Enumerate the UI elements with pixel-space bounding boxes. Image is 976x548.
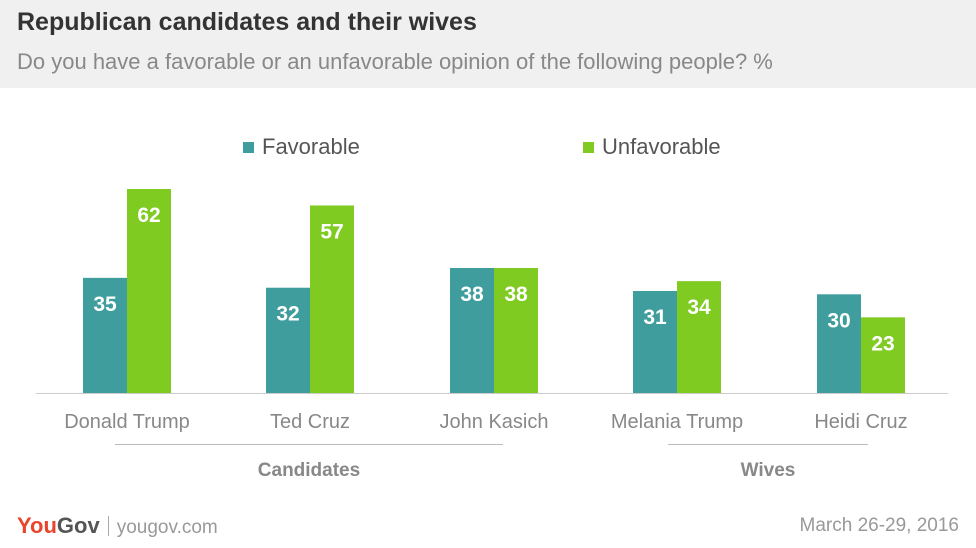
yougov-logo: You Gov yougov.com [17, 513, 218, 539]
x-tick-label: Donald Trump [64, 411, 190, 433]
x-tick-label: Melania Trump [611, 411, 743, 433]
data-label-favorable: 31 [643, 306, 667, 329]
data-label-unfavorable: 62 [137, 204, 160, 227]
bar-favorable [266, 287, 310, 393]
bar-favorable [817, 294, 861, 393]
bar-unfavorable [861, 317, 905, 393]
bar-unfavorable [677, 281, 721, 393]
data-label-unfavorable: 57 [320, 220, 343, 243]
x-tick-label: John Kasich [440, 411, 549, 433]
x-tick-label: Ted Cruz [270, 411, 350, 433]
bar-unfavorable [127, 189, 171, 393]
data-label-favorable: 38 [460, 283, 484, 306]
header-band: Republican candidates and their wives Do… [0, 0, 976, 88]
data-label-unfavorable: 38 [504, 283, 528, 306]
group-label: Candidates [258, 460, 360, 481]
logo-separator [107, 516, 109, 536]
group-label: Wives [741, 460, 796, 481]
chart-subtitle: Do you have a favorable or an unfavorabl… [17, 49, 773, 74]
footer-url: yougov.com [116, 517, 218, 538]
bar-favorable [83, 277, 127, 393]
x-tick-label: Heidi Cruz [814, 411, 907, 433]
legend-favorable: Favorable [243, 134, 360, 160]
legend-swatch-unfavorable [583, 141, 594, 153]
bar-favorable [450, 267, 494, 393]
footer-date: March 26-29, 2016 [799, 515, 960, 536]
data-label-favorable: 32 [276, 303, 299, 326]
legend-unfavorable: Unfavorable [583, 134, 721, 160]
data-label-unfavorable: 34 [687, 296, 711, 319]
legend-swatch-favorable [243, 141, 254, 153]
data-label-favorable: 35 [93, 293, 117, 316]
logo-gov-text: Gov [56, 513, 100, 538]
chart-title: Republican candidates and their wives [17, 8, 477, 36]
bar-unfavorable [494, 267, 538, 393]
data-label-unfavorable: 23 [871, 332, 894, 355]
bar-unfavorable [310, 205, 354, 393]
legend-label-favorable: Favorable [262, 134, 360, 159]
data-label-favorable: 30 [827, 309, 850, 332]
bar-favorable [633, 291, 677, 393]
logo-you-text: You [17, 513, 57, 538]
legend-label-unfavorable: Unfavorable [602, 134, 721, 159]
